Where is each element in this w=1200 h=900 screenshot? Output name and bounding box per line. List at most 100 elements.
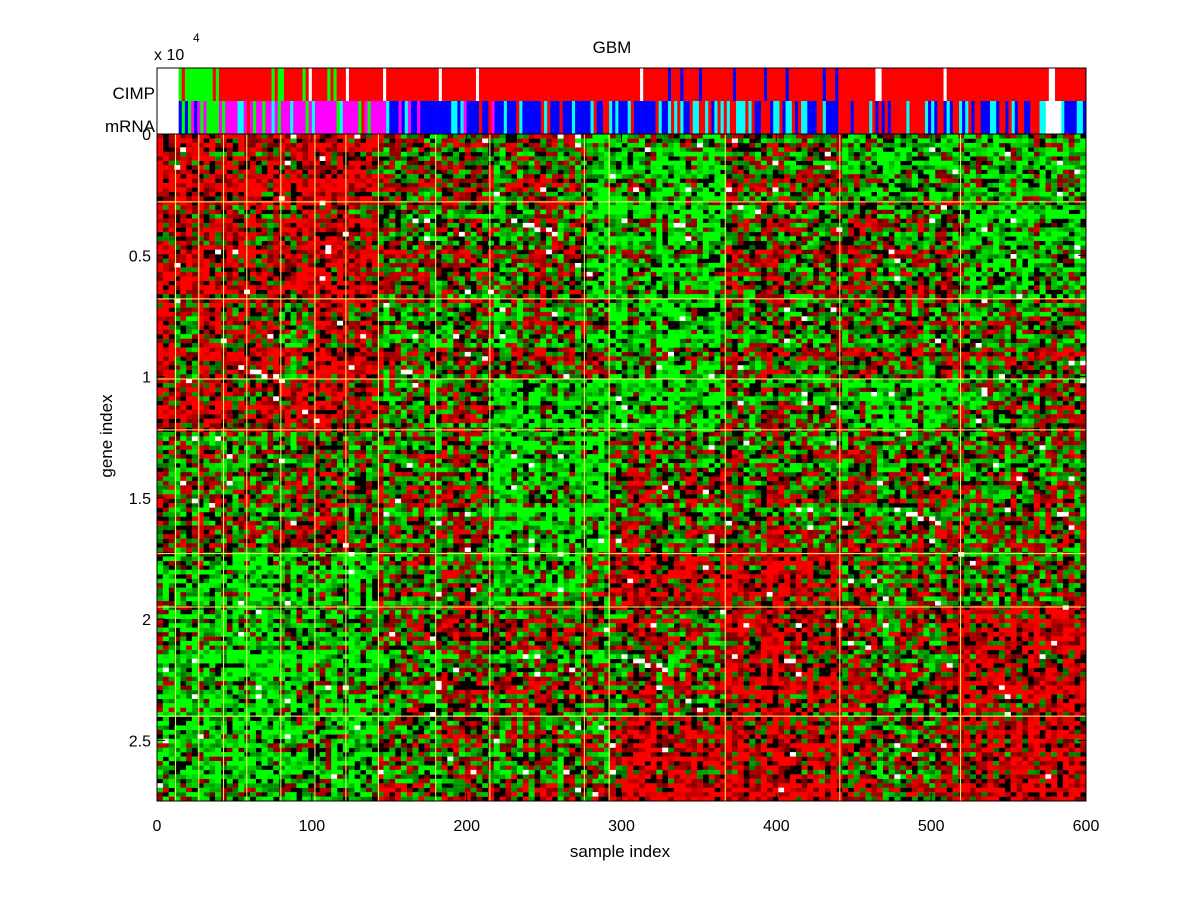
- heatmap-cell: [976, 232, 982, 237]
- cimp-track-cell: [1024, 68, 1027, 101]
- heatmap-cell: [639, 254, 645, 259]
- heatmap-cell: [424, 205, 430, 210]
- heatmap-cell: [250, 161, 256, 166]
- heatmap-cell: [958, 165, 964, 170]
- cimp-track-cell: [498, 68, 501, 101]
- heatmap-cell: [854, 165, 860, 170]
- heatmap-cell: [360, 223, 366, 228]
- cimp-track-cell: [460, 68, 463, 101]
- heatmap-cell: [1045, 267, 1051, 272]
- heatmap-cell: [1028, 267, 1034, 272]
- heatmap-cell: [1074, 250, 1080, 255]
- mrna-track-cell: [1043, 101, 1046, 134]
- heatmap-cell: [262, 138, 268, 143]
- heatmap-cell: [436, 152, 442, 157]
- cimp-track-cell: [281, 68, 284, 101]
- heatmap-cell: [366, 187, 372, 192]
- heatmap-cell: [952, 196, 958, 201]
- heatmap-cell: [825, 143, 831, 148]
- heatmap-cell: [645, 134, 651, 139]
- heatmap-cell: [691, 205, 697, 210]
- heatmap-cell: [970, 272, 976, 277]
- heatmap-cell: [424, 276, 430, 281]
- heatmap-cell: [952, 232, 958, 237]
- heatmap-cell: [813, 218, 819, 223]
- heatmap-cell: [500, 263, 506, 268]
- heatmap-cell: [987, 263, 993, 268]
- heatmap-cell: [232, 134, 238, 139]
- heatmap-cell: [639, 210, 645, 215]
- heatmap-cell: [877, 161, 883, 166]
- heatmap-cell: [1034, 196, 1040, 201]
- heatmap-cell: [697, 156, 703, 161]
- heatmap-cell: [552, 138, 558, 143]
- heatmap-cell: [529, 241, 535, 246]
- heatmap-cell: [325, 276, 331, 281]
- heatmap-cell: [1011, 267, 1017, 272]
- heatmap-cell: [494, 187, 500, 192]
- heatmap-cell: [569, 223, 575, 228]
- heatmap-cell: [813, 165, 819, 170]
- heatmap-cell: [163, 196, 169, 201]
- heatmap-cell: [1057, 134, 1063, 139]
- heatmap-cell: [662, 178, 668, 183]
- heatmap-cell: [285, 232, 291, 237]
- heatmap-cell: [616, 143, 622, 148]
- cimp-track-cell: [464, 68, 467, 101]
- heatmap-cell: [842, 250, 848, 255]
- heatmap-cell: [964, 236, 970, 241]
- heatmap-cell: [569, 156, 575, 161]
- heatmap-cell: [227, 183, 233, 188]
- heatmap-cell: [180, 272, 186, 277]
- mrna-track-cell: [207, 101, 210, 134]
- heatmap-cell: [285, 152, 291, 157]
- heatmap-cell: [918, 178, 924, 183]
- heatmap-cell: [180, 165, 186, 170]
- heatmap-cell: [912, 214, 918, 219]
- heatmap-cell: [813, 254, 819, 259]
- heatmap-cell: [918, 138, 924, 143]
- heatmap-cell: [674, 152, 680, 157]
- heatmap-cell: [163, 267, 169, 272]
- heatmap-cell: [865, 183, 871, 188]
- heatmap-cell: [273, 183, 279, 188]
- heatmap-cell: [157, 178, 163, 183]
- cimp-track-cell: [755, 68, 758, 101]
- heatmap-cell: [778, 187, 784, 192]
- heatmap-cell: [389, 147, 395, 152]
- heatmap-cell: [796, 227, 802, 232]
- heatmap-cell: [651, 147, 657, 152]
- heatmap-cell: [505, 245, 511, 250]
- heatmap-cell: [976, 152, 982, 157]
- mrna-track-cell: [807, 101, 810, 134]
- heatmap-cell: [436, 147, 442, 152]
- heatmap-cell: [442, 205, 448, 210]
- cimp-track-cell: [1077, 68, 1080, 101]
- cimp-track-cell: [473, 68, 476, 101]
- heatmap-cell: [703, 170, 709, 175]
- heatmap-cell: [407, 174, 413, 179]
- heatmap-cell: [656, 223, 662, 228]
- heatmap-cell: [656, 236, 662, 241]
- heatmap-cell: [796, 263, 802, 268]
- heatmap-cell: [622, 152, 628, 157]
- heatmap-cell: [592, 187, 598, 192]
- heatmap-cell: [755, 170, 761, 175]
- heatmap-cell: [918, 143, 924, 148]
- heatmap-cell: [912, 232, 918, 237]
- heatmap-cell: [935, 250, 941, 255]
- heatmap-cell: [772, 254, 778, 259]
- cimp-track-cell: [238, 68, 241, 101]
- heatmap-cell: [418, 178, 424, 183]
- heatmap-cell: [755, 178, 761, 183]
- heatmap-cell: [267, 254, 273, 259]
- heatmap-cell: [453, 232, 459, 237]
- heatmap-cell: [1011, 259, 1017, 264]
- cimp-track-cell: [652, 68, 655, 101]
- heatmap-cell: [471, 174, 477, 179]
- heatmap-cell: [685, 174, 691, 179]
- heatmap-cell: [743, 201, 749, 206]
- heatmap-cell: [923, 187, 929, 192]
- heatmap-cell: [360, 205, 366, 210]
- heatmap-cell: [674, 245, 680, 250]
